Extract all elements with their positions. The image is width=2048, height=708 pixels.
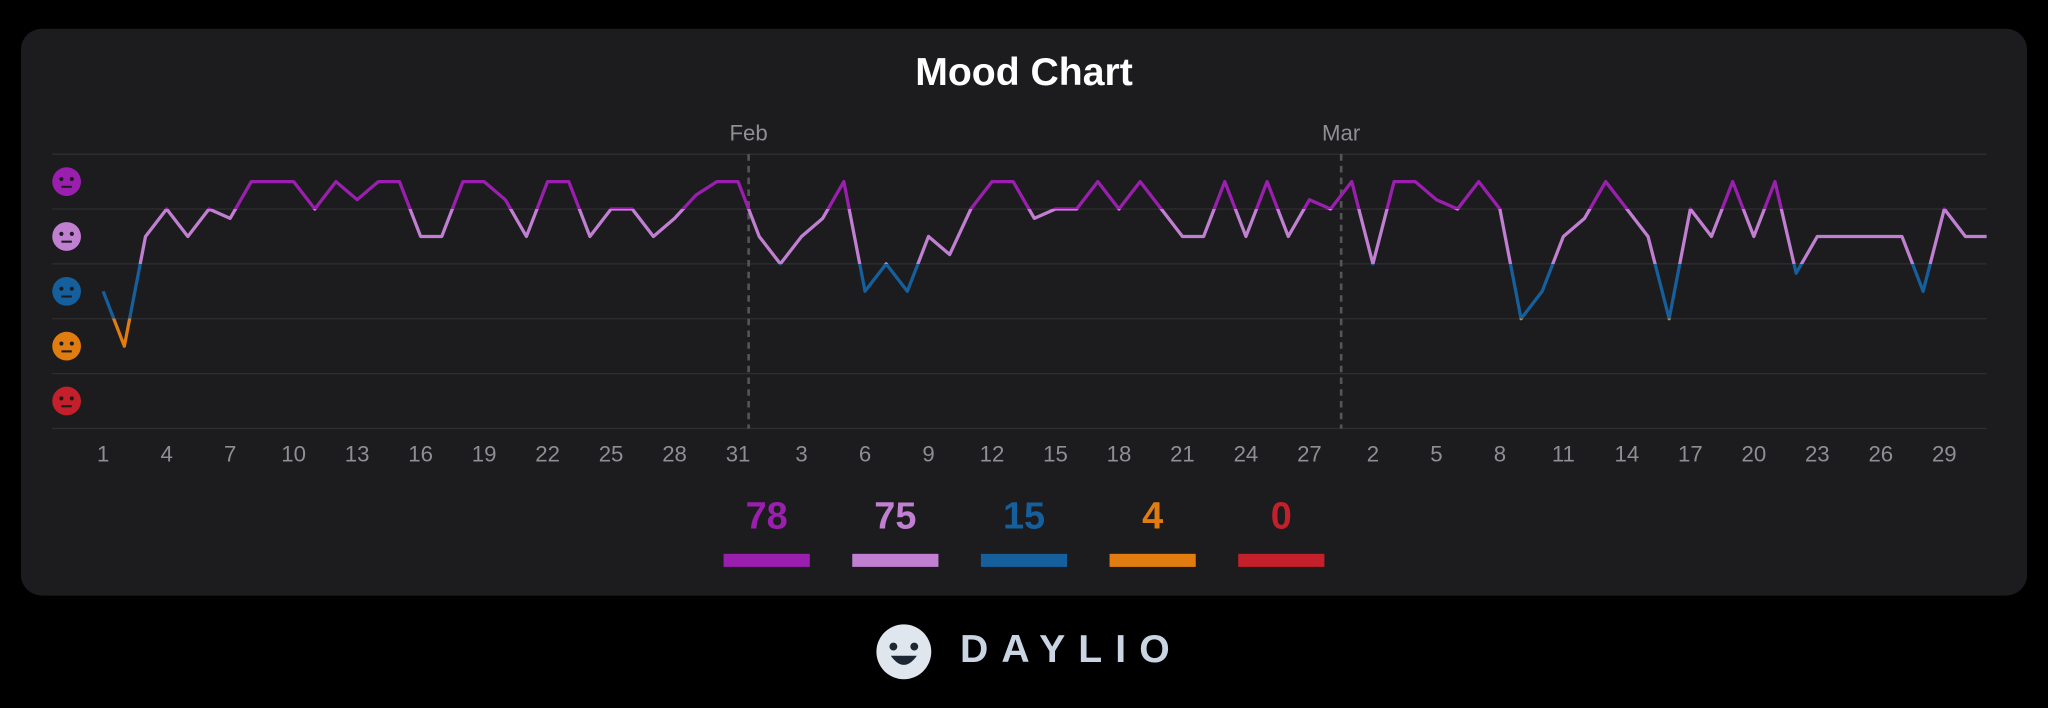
x-tick-label: 13 bbox=[345, 442, 370, 467]
legend-count: 0 bbox=[1271, 496, 1292, 538]
mood-icon-face bbox=[52, 386, 81, 416]
x-tick-label: 9 bbox=[922, 442, 934, 467]
x-tick-label: 23 bbox=[1805, 442, 1830, 467]
x-tick-label: 27 bbox=[1297, 442, 1322, 467]
x-tick-label: 6 bbox=[859, 442, 871, 467]
x-tick-label: 14 bbox=[1615, 442, 1640, 467]
mood-icon-eye bbox=[59, 341, 64, 346]
legend-swatch bbox=[852, 553, 939, 567]
x-tick-label: 18 bbox=[1107, 442, 1132, 467]
mood-icon-eye bbox=[69, 286, 74, 291]
legend-swatch bbox=[1109, 553, 1196, 567]
mood-icon-face bbox=[52, 331, 81, 361]
card bbox=[20, 28, 2028, 596]
logo-face bbox=[876, 624, 932, 680]
x-tick-label: 1 bbox=[97, 442, 109, 467]
mood-icon-eye bbox=[59, 231, 64, 236]
x-tick-label: 11 bbox=[1552, 442, 1575, 467]
legend-count: 4 bbox=[1142, 496, 1163, 538]
mood-icon bbox=[52, 222, 81, 251]
brand: DAYLIO bbox=[960, 628, 1183, 671]
x-tick-label: 10 bbox=[281, 442, 306, 467]
month-label: Feb bbox=[730, 120, 768, 145]
x-tick-label: 24 bbox=[1234, 442, 1259, 467]
mood-icon-eye bbox=[59, 286, 64, 291]
mood-icon-eye bbox=[69, 231, 74, 236]
logo-eye bbox=[889, 642, 898, 651]
mood-icon bbox=[52, 331, 81, 361]
legend-count: 78 bbox=[746, 496, 788, 538]
month-label: Mar bbox=[1322, 120, 1361, 145]
legend-count: 15 bbox=[1003, 496, 1045, 538]
x-tick-label: 29 bbox=[1932, 442, 1957, 467]
x-tick-label: 16 bbox=[408, 442, 433, 467]
x-tick-label: 2 bbox=[1367, 442, 1379, 467]
mood-icon-face bbox=[52, 222, 81, 251]
mood-icon-face bbox=[52, 276, 81, 306]
x-tick-label: 7 bbox=[224, 442, 236, 467]
mood-icon-face bbox=[52, 167, 81, 196]
x-tick-label: 19 bbox=[472, 442, 497, 467]
x-tick-label: 20 bbox=[1741, 442, 1766, 467]
mood-icon bbox=[52, 276, 81, 306]
x-tick-label: 5 bbox=[1430, 442, 1442, 467]
mood-icon-eye bbox=[59, 176, 64, 182]
x-tick-label: 31 bbox=[726, 442, 751, 467]
x-tick-label: 21 bbox=[1170, 442, 1195, 467]
mood-icon-eye bbox=[69, 396, 74, 401]
x-tick-label: 4 bbox=[160, 442, 172, 467]
x-tick-label: 25 bbox=[599, 442, 624, 467]
x-tick-label: 26 bbox=[1868, 442, 1893, 467]
logo bbox=[876, 624, 932, 680]
x-tick-label: 22 bbox=[535, 442, 560, 467]
x-tick-label: 28 bbox=[662, 442, 687, 467]
logo-eye bbox=[910, 642, 919, 651]
x-tick-label: 15 bbox=[1043, 442, 1068, 467]
x-tick-label: 3 bbox=[795, 442, 807, 467]
legend-swatch bbox=[980, 553, 1068, 567]
mood-icon bbox=[52, 386, 81, 416]
legend-swatch bbox=[723, 553, 810, 567]
mood-icon-eye bbox=[59, 396, 64, 401]
mood-icon-eye bbox=[69, 176, 74, 182]
mood-icon bbox=[52, 167, 81, 196]
mood-line bbox=[101, 179, 1987, 348]
x-tick-label: 8 bbox=[1494, 442, 1506, 467]
x-tick-label: 17 bbox=[1678, 442, 1703, 467]
chart-title: Mood Chart bbox=[915, 51, 1133, 94]
x-tick-label: 12 bbox=[980, 442, 1005, 467]
logo-mouth bbox=[890, 655, 917, 665]
legend-swatch bbox=[1238, 553, 1325, 567]
legend-count: 75 bbox=[874, 496, 916, 538]
mood-icon-eye bbox=[69, 341, 74, 346]
